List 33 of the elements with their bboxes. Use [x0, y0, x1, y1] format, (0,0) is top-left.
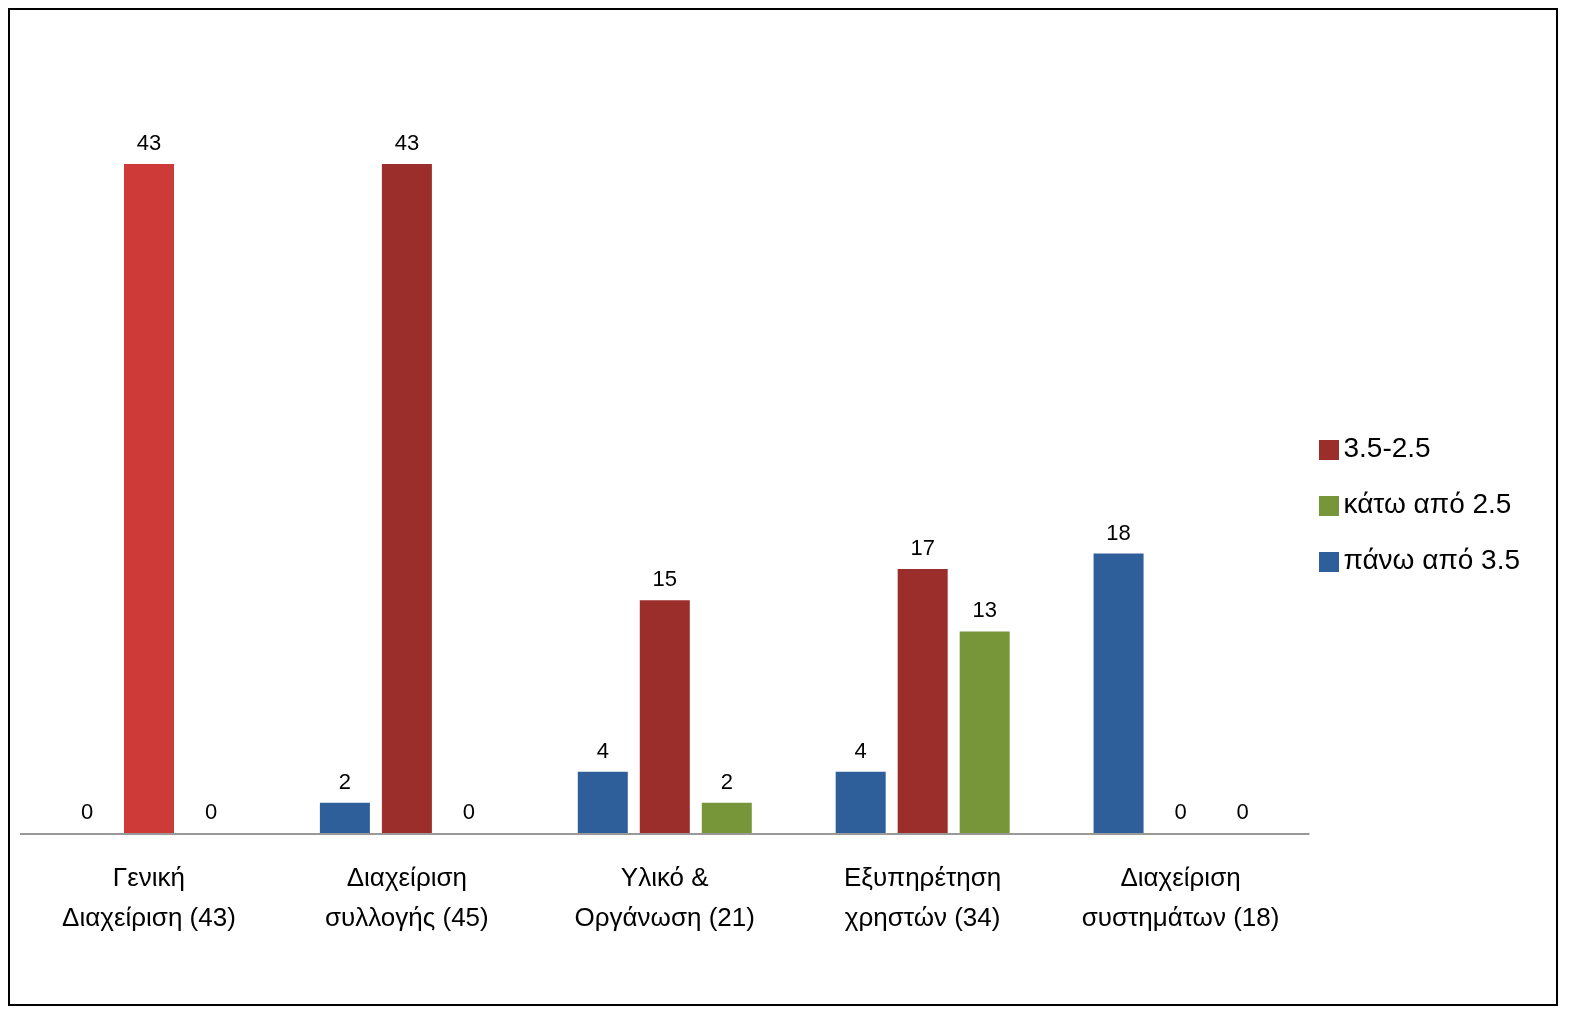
bar	[701, 802, 752, 834]
x-tick-label: Διαχείριση συστημάτων (18)	[1081, 862, 1280, 932]
x-tick-label: Γενική Διαχείριση (43)	[62, 862, 236, 932]
data-label: 15	[652, 566, 678, 592]
legend-label: 3.5-2.5	[1343, 432, 1431, 463]
bar	[897, 569, 948, 834]
data-label: 4	[596, 737, 609, 763]
data-label: 2	[338, 768, 352, 794]
data-label: 0	[204, 799, 218, 824]
legend-label: κάτω από 2.5	[1343, 488, 1512, 519]
data-label: 17	[910, 535, 935, 561]
data-label: 18	[1106, 519, 1131, 545]
data-label: 0	[1236, 799, 1249, 824]
bar	[959, 631, 1010, 834]
bar	[124, 164, 174, 834]
data-label: 2	[720, 768, 733, 794]
x-tick-label: Διαχείριση συλλογής (45)	[324, 862, 489, 932]
data-label: 4	[854, 737, 867, 763]
data-label: 0	[1174, 799, 1187, 824]
bar	[577, 771, 628, 834]
bar	[381, 164, 432, 834]
x-tick-label: Εξυπηρέτηση χρηστών (34)	[844, 862, 1002, 932]
bar	[835, 771, 886, 834]
bar	[1093, 553, 1144, 834]
data-label: 43	[394, 130, 420, 155]
x-tick-label: Υλικό & Οργάνωση (21)	[574, 862, 755, 932]
data-label: 0	[80, 799, 94, 824]
data-label: 13	[972, 597, 997, 623]
data-label: 0	[462, 799, 476, 824]
bar	[319, 802, 370, 834]
data-label: 43	[136, 130, 162, 155]
bar	[639, 600, 690, 834]
legend-label: πάνω από 3.5	[1343, 544, 1520, 575]
